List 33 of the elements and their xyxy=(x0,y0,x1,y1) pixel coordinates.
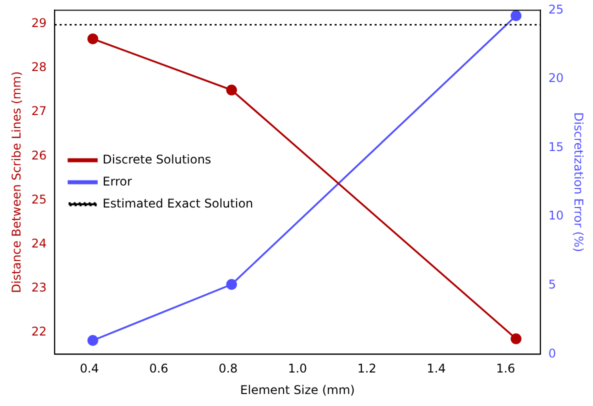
y2-tick-label: 5 xyxy=(548,278,556,292)
y-tick-label: 25 xyxy=(31,192,47,206)
y-tick-label: 23 xyxy=(31,280,47,295)
x-tick-label: 1.6 xyxy=(496,362,516,376)
x-tick-label: 1.2 xyxy=(357,362,376,376)
y-tick-label: 26 xyxy=(31,148,47,162)
legend-label: Estimated Exact Solution xyxy=(102,196,254,210)
point xyxy=(510,333,522,344)
y-tick-label: 29 xyxy=(31,16,47,30)
y2-axis-title: Discretization Error (%) xyxy=(572,112,586,252)
y-tick-label: 28 xyxy=(31,60,47,74)
x-axis-title: Element Size (mm) xyxy=(240,382,355,397)
y2-tick-label: 15 xyxy=(548,140,564,154)
x-tick-label: 0.8 xyxy=(218,362,238,376)
x-tick-label: 1.4 xyxy=(426,362,446,376)
y-tick-label: 27 xyxy=(31,104,47,118)
x-tick-label: 0.4 xyxy=(80,362,99,376)
y-axis-title: Distance Between Scribe Lines (mm) xyxy=(9,71,24,294)
legend-label: Error xyxy=(102,174,132,188)
x-tick-label: 1.0 xyxy=(288,362,308,376)
y2-tick-label: 20 xyxy=(548,71,564,86)
point xyxy=(87,335,98,346)
point xyxy=(226,279,237,290)
point xyxy=(226,84,237,96)
y2-tick-label: 25 xyxy=(548,2,564,16)
point xyxy=(510,10,522,22)
point xyxy=(87,33,98,44)
legend-label: Discrete Solutions xyxy=(102,152,212,166)
y2-tick-label: 0 xyxy=(548,346,556,360)
y-tick-label: 24 xyxy=(31,236,47,251)
y-tick-label: 22 xyxy=(31,324,47,339)
y2-tick-label: 10 xyxy=(548,208,564,223)
x-tick-label: 0.6 xyxy=(149,362,168,376)
